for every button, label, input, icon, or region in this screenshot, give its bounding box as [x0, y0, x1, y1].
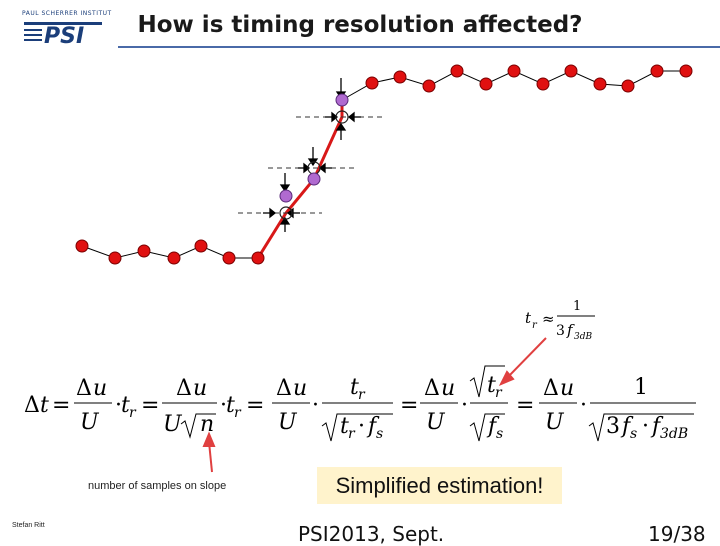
svg-text:s: s — [630, 426, 637, 442]
psi-logo: PAUL SCHERRER INSTITUT PSI — [22, 10, 111, 46]
sample-point — [167, 251, 181, 265]
svg-text:t: t — [340, 414, 349, 439]
slope-point — [307, 172, 321, 186]
sample-point — [593, 77, 607, 91]
svg-text:Δ: Δ — [276, 376, 292, 401]
svg-text:U: U — [80, 410, 100, 435]
svg-text:Δ: Δ — [543, 376, 559, 401]
title-rule — [118, 46, 720, 48]
svg-text:=: = — [246, 393, 264, 418]
svg-text:n: n — [200, 412, 214, 437]
svg-text:r: r — [234, 405, 242, 421]
svg-text:s: s — [376, 426, 383, 442]
svg-text:U: U — [278, 410, 298, 435]
callout-arrows — [202, 337, 547, 473]
sample-point — [479, 77, 493, 91]
svg-text:·: · — [580, 393, 587, 418]
svg-text:≈: ≈ — [542, 310, 555, 328]
sample-point — [222, 251, 236, 265]
sample-point — [393, 70, 407, 84]
reference-dashes — [238, 116, 382, 214]
sample-point — [450, 64, 464, 78]
svg-text:U: U — [426, 410, 446, 435]
svg-text:f: f — [566, 321, 575, 339]
sample-point — [650, 64, 664, 78]
svg-text:=: = — [141, 393, 159, 418]
svg-text:r: r — [358, 387, 366, 403]
svg-text:u: u — [441, 376, 455, 401]
svg-text:=: = — [400, 393, 418, 418]
svg-text:·: · — [312, 393, 319, 418]
svg-text:=: = — [516, 393, 534, 418]
sample-points — [75, 64, 693, 265]
svg-text:s: s — [496, 426, 503, 442]
svg-text:Δ: Δ — [76, 376, 92, 401]
svg-text:3dB: 3dB — [660, 426, 688, 442]
sample-point — [507, 64, 521, 78]
footer-author: Stefan Ritt — [12, 522, 45, 529]
sample-point — [194, 239, 208, 253]
svg-text:U: U — [545, 410, 565, 435]
sample-point — [564, 64, 578, 78]
slope-point — [335, 93, 349, 107]
svg-text:·: · — [358, 414, 365, 439]
slope-point-ideal — [279, 206, 293, 220]
svg-text:U: U — [163, 412, 183, 437]
slope-point-ideal — [335, 110, 349, 124]
svg-text:u: u — [293, 376, 307, 401]
svg-text:Δ: Δ — [24, 393, 40, 418]
svg-text:=: = — [52, 393, 70, 418]
svg-text:·: · — [115, 393, 122, 418]
page-title: How is timing resolution affected? — [137, 12, 583, 38]
sample-point — [108, 251, 122, 265]
footer-event: PSI2013, Sept. — [298, 522, 445, 546]
svg-text:r: r — [129, 405, 137, 421]
svg-text:u: u — [560, 376, 574, 401]
svg-text:r: r — [532, 320, 538, 331]
svg-text:t: t — [226, 393, 235, 418]
svg-text:t: t — [525, 309, 532, 327]
logo-text: PSI — [44, 24, 84, 46]
svg-text:t: t — [487, 373, 496, 398]
uncertainty-arrows — [263, 78, 361, 232]
svg-text:3: 3 — [606, 414, 620, 439]
slope-point — [279, 189, 293, 203]
svg-text:·: · — [642, 414, 649, 439]
svg-text:3dB: 3dB — [574, 332, 592, 342]
simplified-callout: Simplified estimation! — [317, 467, 562, 504]
footer-page-number: 19/38 — [648, 522, 706, 546]
svg-text:1: 1 — [634, 375, 648, 400]
svg-text:r: r — [495, 385, 503, 401]
waveform-line — [81, 70, 686, 259]
sample-point — [536, 77, 550, 91]
svg-text:t: t — [350, 375, 359, 400]
svg-text:r: r — [348, 426, 356, 442]
sample-point — [137, 244, 151, 258]
svg-text:t: t — [121, 393, 130, 418]
svg-text:·: · — [220, 393, 227, 418]
rise-time-formula: t r ≈ 1 3 f 3dB — [525, 299, 595, 342]
sample-point — [621, 79, 635, 93]
sample-point — [251, 251, 265, 265]
svg-text:·: · — [461, 393, 468, 418]
sample-point — [679, 64, 693, 78]
sample-point — [365, 76, 379, 90]
psi-logo-mark: PSI — [24, 22, 102, 46]
svg-text:Δ: Δ — [424, 376, 440, 401]
svg-text:3: 3 — [556, 323, 565, 339]
sample-point — [75, 239, 89, 253]
svg-text:1: 1 — [573, 299, 581, 314]
slope-points — [279, 93, 349, 220]
samples-note: number of samples on slope — [88, 480, 227, 492]
slope-highlight — [256, 100, 344, 259]
svg-text:u: u — [193, 376, 207, 401]
svg-text:u: u — [93, 376, 107, 401]
logo-caption: PAUL SCHERRER INSTITUT — [22, 10, 112, 17]
svg-text:t: t — [40, 393, 49, 418]
svg-text:Δ: Δ — [176, 376, 192, 401]
sample-point — [422, 79, 436, 93]
